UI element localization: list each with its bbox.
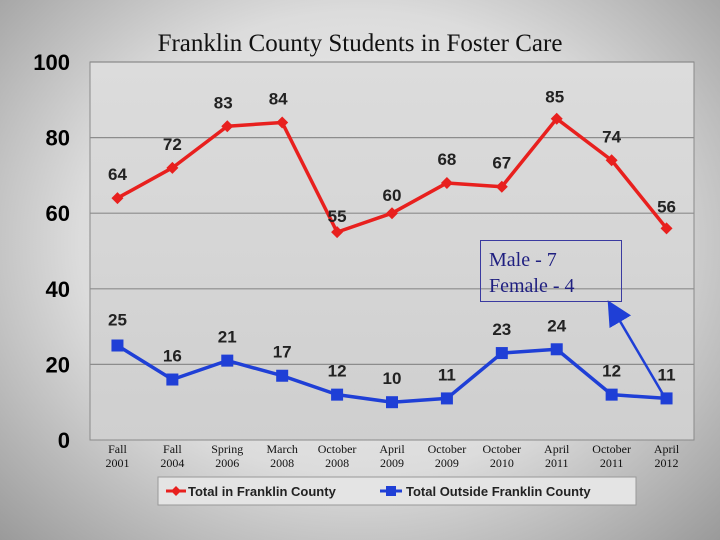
x-tick-label: April 2012 <box>654 442 680 470</box>
legend: Total in Franklin County Total Outside F… <box>157 476 637 506</box>
x-tick-label: April 2009 <box>379 442 405 470</box>
x-tick-label: Fall 2001 <box>105 442 129 470</box>
x-tick-label: Spring 2006 <box>211 442 243 470</box>
data-label-total-outside-franklin-county: 21 <box>218 328 237 347</box>
data-label-total-in-franklin-county: 74 <box>602 127 621 146</box>
y-tick-label: 20 <box>46 352 70 377</box>
legend-label-total-outside: Total Outside Franklin County <box>406 484 591 499</box>
data-label-total-in-franklin-county: 55 <box>328 207 347 226</box>
data-label-total-in-franklin-county: 56 <box>657 197 676 216</box>
x-tick-label: October 2008 <box>318 442 357 470</box>
data-label-total-in-franklin-county: 84 <box>269 89 288 108</box>
data-label-total-outside-franklin-county: 12 <box>328 362 347 381</box>
data-label-total-outside-franklin-county: 11 <box>658 365 676 384</box>
x-tick-label: October 2010 <box>482 442 521 470</box>
data-label-total-in-franklin-county: 83 <box>214 93 233 112</box>
data-point-total-outside-franklin-county <box>495 347 508 360</box>
data-label-total-outside-franklin-county: 24 <box>547 316 566 335</box>
data-point-total-in-franklin-county <box>386 207 398 220</box>
data-point-total-outside-franklin-county <box>331 388 344 401</box>
data-label-total-in-franklin-county: 68 <box>437 150 456 169</box>
data-point-total-in-franklin-county <box>605 154 618 167</box>
data-label-total-outside-franklin-county: 11 <box>438 365 456 384</box>
data-label-total-outside-franklin-county: 10 <box>383 369 402 388</box>
chart-title: Franklin County Students in Foster Care <box>157 30 563 57</box>
data-label-total-in-franklin-county: 67 <box>492 154 511 173</box>
data-point-total-outside-franklin-county <box>166 373 179 386</box>
data-label-total-outside-franklin-county: 12 <box>602 362 621 381</box>
y-tick-label: 80 <box>46 126 70 151</box>
data-point-total-in-franklin-county <box>111 192 124 205</box>
annotation-arrow <box>607 300 666 397</box>
data-label-total-in-franklin-county: 72 <box>163 135 182 154</box>
data-point-total-outside-franklin-county <box>440 392 453 405</box>
data-point-total-outside-franklin-county <box>386 396 398 409</box>
y-tick-label: 100 <box>33 50 70 75</box>
data-point-total-outside-franklin-county <box>550 343 563 356</box>
data-point-total-in-franklin-county <box>166 161 179 174</box>
data-label-total-outside-franklin-county: 16 <box>163 347 182 366</box>
annotation-line-male: Male - 7 <box>489 249 557 271</box>
plot-area <box>89 61 695 441</box>
legend-swatch-marker-total-outside <box>386 486 396 496</box>
data-point-total-in-franklin-county <box>276 116 289 129</box>
data-point-total-in-franklin-county <box>550 112 563 125</box>
data-label-total-in-franklin-county: 64 <box>108 165 127 184</box>
data-point-total-outside-franklin-county <box>276 369 289 382</box>
x-tick-label: October 2011 <box>592 442 631 470</box>
legend-label-total-in: Total in Franklin County <box>188 484 337 499</box>
data-point-total-in-franklin-county <box>221 120 234 133</box>
data-point-total-in-franklin-county <box>331 226 344 239</box>
y-tick-label: 60 <box>46 201 70 226</box>
x-tick-label: April 2011 <box>544 442 570 470</box>
data-label-total-outside-franklin-county: 17 <box>273 343 292 362</box>
data-point-total-in-franklin-county <box>495 180 508 193</box>
data-point-total-in-franklin-county <box>440 176 453 189</box>
y-tick-label: 40 <box>46 277 70 302</box>
data-point-total-in-franklin-county <box>660 222 673 235</box>
data-label-total-in-franklin-county: 85 <box>545 88 564 107</box>
annotation-line-female: Female - 4 <box>489 275 575 297</box>
annotation-box: Male - 7 Female - 4 <box>480 240 622 302</box>
data-label-total-outside-franklin-county: 25 <box>108 311 127 330</box>
data-label-total-outside-franklin-county: 23 <box>492 320 511 339</box>
y-tick-label: 0 <box>58 428 70 453</box>
x-tick-label: Fall 2004 <box>160 442 184 470</box>
legend-swatch-marker-total-in <box>171 486 181 496</box>
data-point-total-outside-franklin-county <box>605 388 618 401</box>
x-tick-label: October 2009 <box>428 442 467 470</box>
data-label-total-in-franklin-county: 60 <box>383 186 402 205</box>
data-point-total-outside-franklin-county <box>111 339 124 352</box>
x-tick-label: March 2008 <box>267 442 298 470</box>
data-point-total-outside-franklin-county <box>221 354 234 367</box>
